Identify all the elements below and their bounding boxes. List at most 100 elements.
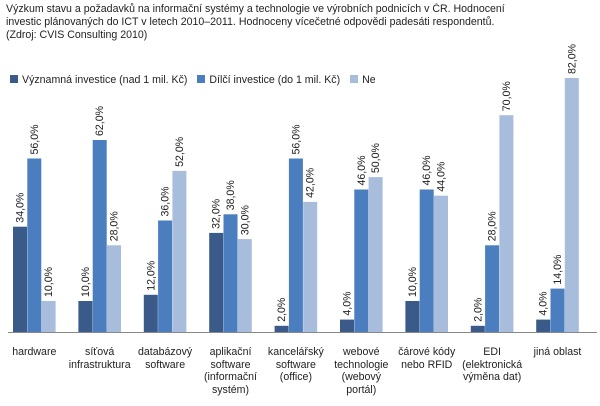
category-label-line: software xyxy=(145,358,186,371)
category-label-line: kancelářský xyxy=(267,346,324,358)
bar-edi-elektronicka-vymena-dat-series-2 xyxy=(485,245,500,332)
title-line-1: Výzkum stavu a požadavků na informační s… xyxy=(6,3,505,15)
category-label-hardware: hardware xyxy=(0,346,68,359)
bar-jina-oblast-series-3 xyxy=(564,78,579,332)
category-label-line: jiná oblast xyxy=(533,346,582,358)
legend-swatch-major-investment xyxy=(10,75,18,83)
bar-webove-technologie-webovy-portal-series-1 xyxy=(340,319,354,332)
data-label-edi-elektronicka-vymena-dat-series-1: 2,0% xyxy=(472,297,484,322)
legend: Významná investice (nad 1 mil. Kč) Dílčí… xyxy=(10,73,375,87)
bar-hardware-series-3 xyxy=(41,301,56,332)
bar-aplikacni-software-informacni-system-series-3 xyxy=(237,239,252,332)
bar-kancelarsky-software-office-series-2 xyxy=(288,158,303,332)
data-label-webove-technologie-webovy-portal-series-3: 50,0% xyxy=(370,142,382,173)
data-label-carove-kody-nebo-rfid-series-2: 46,0% xyxy=(421,155,433,186)
data-label-databazovy-software-series-3: 52,0% xyxy=(174,136,186,167)
bar-databazovy-software-series-2 xyxy=(158,220,173,332)
title-line-3: (Zdroj: CVIS Consulting 2010) xyxy=(6,29,148,41)
bar-jina-oblast-series-1 xyxy=(536,319,551,332)
legend-item-not-planned: Neplánujeme xyxy=(350,73,375,87)
category-label-kancelarsky-software-office: kancelářský software (office) xyxy=(262,346,330,384)
category-label-line: nebo RFID xyxy=(401,358,453,371)
data-label-aplikacni-software-informacni-system-series-3: 30,0% xyxy=(239,204,251,235)
data-label-aplikacni-software-informacni-system-series-2: 38,0% xyxy=(225,180,237,211)
category-label-line: aplikační xyxy=(209,346,252,358)
bar-jina-oblast-series-2 xyxy=(550,288,565,332)
bar-webove-technologie-webovy-portal-series-3 xyxy=(368,177,383,332)
category-label-aplikacni-software-informacni-system: aplikační software (informační systém) xyxy=(197,346,265,396)
bar-webove-technologie-webovy-portal-series-2 xyxy=(354,189,369,332)
bar-carove-kody-nebo-rfid-series-2 xyxy=(419,189,434,332)
legend-item-major-investment: Významná investice (nad 1 mil. Kč) xyxy=(10,73,187,87)
bar-databazovy-software-series-1 xyxy=(143,294,158,332)
data-label-kancelarsky-software-office-series-2: 56,0% xyxy=(290,124,302,155)
data-label-kancelarsky-software-office-series-1: 2,0% xyxy=(276,297,288,322)
bar-kancelarsky-software-office-series-3 xyxy=(303,201,318,332)
data-label-sitova-infrastruktura-series-2: 62,0% xyxy=(94,105,106,136)
bar-sitova-infrastruktura-series-3 xyxy=(107,245,121,332)
legend-swatch-not-planned xyxy=(350,75,359,83)
category-label-webove-technologie-webovy-portal: webové technologie (webový portál) xyxy=(327,346,395,396)
bar-databazovy-software-series-3 xyxy=(172,170,187,332)
data-label-hardware-series-2: 56,0% xyxy=(29,124,41,155)
bar-hardware-series-1 xyxy=(13,226,27,332)
bar-carove-kody-nebo-rfid-series-1 xyxy=(405,301,420,332)
data-label-edi-elektronicka-vymena-dat-series-2: 28,0% xyxy=(487,211,499,242)
bar-aplikacni-software-informacni-system-series-1 xyxy=(209,232,224,332)
category-label-jina-oblast: jiná oblast xyxy=(524,346,592,359)
category-label-line: systém) xyxy=(211,383,250,396)
data-label-carove-kody-nebo-rfid-series-1: 10,0% xyxy=(407,266,419,297)
category-label-line: databázový xyxy=(138,346,193,358)
chart-title: Výzkum stavu a požadavků na informační s… xyxy=(6,3,594,42)
data-label-databazovy-software-series-1: 12,0% xyxy=(145,260,157,291)
data-label-aplikacni-software-informacni-system-series-1: 32,0% xyxy=(211,198,223,229)
category-label-line: čárové kódy xyxy=(398,346,456,358)
category-label-line: portál) xyxy=(346,383,377,396)
category-label-line: EDI xyxy=(483,346,501,358)
category-label-line: software xyxy=(210,358,251,371)
category-label-line: (informační xyxy=(204,371,257,383)
category-label-line: výměna dat) xyxy=(462,371,522,383)
category-label-line: síťová xyxy=(85,346,115,358)
category-label-line: software xyxy=(275,358,316,371)
data-label-kancelarsky-software-office-series-3: 42,0% xyxy=(305,167,317,198)
category-label-line: (webový xyxy=(341,371,382,383)
data-label-edi-elektronicka-vymena-dat-series-3: 70,0% xyxy=(501,81,513,112)
category-label-sitova-infrastruktura: síťová infrastruktura xyxy=(66,346,134,371)
data-label-webove-technologie-webovy-portal-series-2: 46,0% xyxy=(356,155,368,186)
data-label-hardware-series-1: 34,0% xyxy=(15,192,27,223)
data-label-jina-oblast-series-3: 82,0% xyxy=(566,43,578,74)
data-label-sitova-infrastruktura-series-3: 28,0% xyxy=(109,211,121,242)
bar-edi-elektronicka-vymena-dat-series-3 xyxy=(499,115,514,332)
legend-swatch-partial-investment xyxy=(197,75,206,83)
data-label-jina-oblast-series-1: 4,0% xyxy=(538,291,550,316)
bar-sitova-infrastruktura-series-2 xyxy=(92,140,107,332)
legend-label-major-investment: Významná investice (nad 1 mil. Kč) xyxy=(22,74,188,86)
category-label-databazovy-software: databázový software xyxy=(131,346,199,371)
data-label-databazovy-software-series-2: 36,0% xyxy=(160,186,172,217)
category-label-edi-elektronicka-vymena-dat: EDI (elektronická výměna dat) xyxy=(458,346,526,384)
data-label-webove-technologie-webovy-portal-series-1: 4,0% xyxy=(342,291,354,316)
category-label-line: infrastruktura xyxy=(68,358,131,371)
category-label-line: (elektronická xyxy=(462,358,523,371)
category-label-line: hardware xyxy=(12,346,57,358)
data-label-jina-oblast-series-2: 14,0% xyxy=(552,254,564,285)
bar-edi-elektronicka-vymena-dat-series-1 xyxy=(470,325,485,332)
bar-aplikacni-software-informacni-system-series-2 xyxy=(223,214,238,332)
data-label-sitova-infrastruktura-series-1: 10,0% xyxy=(80,266,92,297)
legend-label-not-planned: Neplánujeme xyxy=(362,74,375,86)
bar-carove-kody-nebo-rfid-series-3 xyxy=(434,195,448,332)
data-label-carove-kody-nebo-rfid-series-3: 44,0% xyxy=(436,161,448,192)
category-label-line: (office) xyxy=(279,371,312,383)
legend-label-partial-investment: Dílčí investice (do 1 mil. Kč) xyxy=(209,74,341,86)
legend-item-partial-investment: Dílčí investice (do 1 mil. Kč) xyxy=(197,73,340,87)
category-label-line: webové xyxy=(343,346,380,358)
bar-kancelarsky-software-office-series-1 xyxy=(274,325,289,332)
category-label-carove-kody-nebo-rfid: čárové kódy nebo RFID xyxy=(393,346,461,371)
title-line-2: investic plánovaných do ICT v letech 201… xyxy=(6,16,495,28)
bar-hardware-series-2 xyxy=(27,158,42,332)
category-label-line: technologie xyxy=(334,358,389,371)
data-label-hardware-series-3: 10,0% xyxy=(43,266,55,297)
bar-sitova-infrastruktura-series-1 xyxy=(78,301,93,332)
